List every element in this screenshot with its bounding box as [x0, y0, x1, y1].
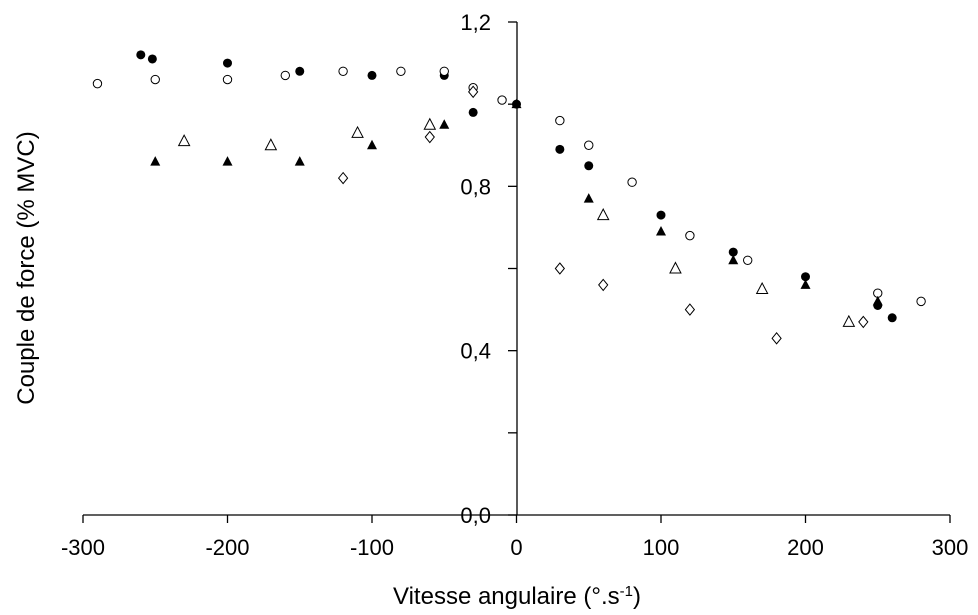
- x-tick-label: 100: [643, 535, 680, 560]
- open-circle-point: [555, 115, 565, 126]
- filled-circle-point: [584, 161, 594, 171]
- tick-marks: [82, 21, 951, 523]
- filled-circle-point: [367, 70, 377, 80]
- x-tick-label: 200: [787, 535, 824, 560]
- x-axis-title: Vitesse angulaire (°.s-1): [393, 583, 641, 611]
- x-tick-label: -100: [350, 535, 394, 560]
- filled-circle-point: [136, 50, 146, 60]
- filled-triangle-point: [728, 254, 739, 265]
- y-tick-label: 0,8: [460, 174, 491, 199]
- open-circle-point: [92, 78, 103, 89]
- y-tick-label: 0,4: [460, 339, 491, 364]
- open-diamond-point: [554, 262, 565, 275]
- x-axis-title-superscript: -1: [620, 583, 633, 600]
- y-tick-label: 1,2: [460, 10, 491, 35]
- open-circle-point: [743, 255, 753, 265]
- open-circle-point: [497, 95, 507, 105]
- open-circle-point: [627, 177, 637, 187]
- filled-circle-point: [223, 58, 232, 68]
- open-triangle-point: [423, 117, 437, 130]
- filled-triangle-point: [294, 156, 305, 166]
- open-circle-point: [222, 74, 233, 85]
- x-tick-label: -200: [205, 535, 249, 560]
- y-tick-label: 0,0: [460, 503, 491, 528]
- filled-triangle-point: [439, 119, 450, 129]
- open-diamond-point: [684, 303, 696, 316]
- filled-triangle-point: [656, 226, 666, 236]
- open-circle-point: [280, 70, 290, 81]
- filled-triangle-point: [872, 295, 883, 306]
- open-circle-point: [338, 66, 348, 77]
- x-tick-label: 300: [932, 535, 969, 560]
- open-triangle-point: [177, 134, 191, 147]
- open-circle-point: [916, 296, 926, 307]
- filled-circle-point: [555, 144, 565, 154]
- open-diamond-point: [858, 315, 869, 329]
- open-circle-point: [685, 230, 695, 241]
- filled-triangle-point: [583, 193, 594, 203]
- filled-triangle-point: [150, 156, 161, 166]
- x-tick-label: -300: [61, 535, 105, 560]
- filled-circle-point: [295, 66, 305, 76]
- filled-circle-point: [656, 210, 666, 220]
- filled-circle-point: [887, 313, 897, 323]
- filled-circle-point: [728, 247, 738, 257]
- filled-circle-point: [468, 107, 478, 117]
- open-diamond-point: [424, 130, 435, 144]
- filled-triangle-point: [511, 98, 522, 109]
- open-diamond-point: [771, 332, 782, 345]
- open-circle-point: [150, 74, 160, 85]
- filled-triangle-point: [367, 139, 377, 150]
- open-triangle-point: [264, 138, 278, 151]
- y-axis-title: Couple de force (% MVC): [13, 131, 40, 404]
- open-diamond-point: [337, 171, 349, 185]
- filled-circle-point: [147, 54, 157, 64]
- open-circle-point: [439, 66, 449, 77]
- open-triangle-point: [842, 314, 856, 327]
- open-diamond-point: [598, 278, 609, 292]
- filled-triangle-point: [800, 279, 811, 289]
- open-triangle-point: [351, 125, 364, 138]
- open-diamond-point: [468, 85, 479, 99]
- x-tick-label: 0: [510, 535, 522, 560]
- open-circle-point: [584, 140, 594, 150]
- open-triangle-point: [755, 281, 769, 295]
- data-points: [92, 50, 926, 345]
- tick-labels: -300 -200 -100 0 100 200 300 0,0 0,4 0,8 1,2: [61, 10, 968, 560]
- filled-triangle-point: [222, 156, 233, 166]
- open-triangle-point: [596, 208, 610, 221]
- filled-circle-point: [801, 272, 810, 282]
- open-triangle-point: [669, 261, 682, 274]
- open-circle-point: [396, 66, 406, 77]
